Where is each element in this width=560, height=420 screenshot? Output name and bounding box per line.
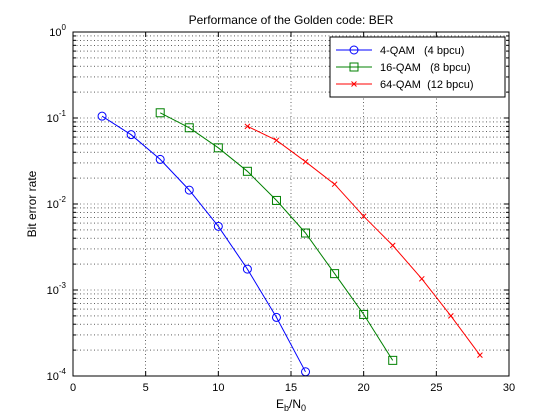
legend-entry: 4-QAM (4 bpcu) xyxy=(336,45,464,57)
axis-ticks: 0 5 10 15 20 25 30 10-4 10-3 10-2 10-1 100 xyxy=(47,23,516,394)
circle-marker xyxy=(242,264,252,274)
x-tick-label: 0 xyxy=(70,382,76,394)
legend: 4-QAM (4 bpcu) 16-QAM (8 bpcu) 64-QAM (12 … xyxy=(329,36,506,98)
series-1 xyxy=(97,111,311,377)
y-axis-title: Bit error rate xyxy=(25,170,39,237)
x-tick-label: 10 xyxy=(212,382,224,394)
x-tick-label: 5 xyxy=(143,382,149,394)
legend-label: 4-QAM (4 bpcu) xyxy=(380,45,464,57)
square-marker xyxy=(242,166,252,176)
series-2 xyxy=(155,108,398,365)
x-marker-stroke xyxy=(389,242,396,249)
y-tick-label: 100 xyxy=(49,23,66,39)
square-marker xyxy=(155,108,165,118)
x-marker xyxy=(477,352,483,358)
x-marker-stroke xyxy=(331,181,338,188)
x-tick-label: 20 xyxy=(358,382,370,394)
series-line xyxy=(101,115,306,373)
x-marker-stroke xyxy=(273,137,280,144)
x-marker xyxy=(389,242,396,249)
series-group xyxy=(97,108,483,377)
x-marker xyxy=(273,137,280,144)
series-3 xyxy=(244,123,483,358)
y-tick-label: 10-1 xyxy=(47,109,67,125)
circle-marker xyxy=(126,130,136,140)
x-tick-label: 25 xyxy=(430,382,442,394)
x-marker-stroke xyxy=(302,158,309,165)
x-marker xyxy=(244,123,251,130)
legend-label: 16-QAM (8 bpcu) xyxy=(380,62,470,74)
circle-marker xyxy=(184,185,194,195)
y-tick-label: 10-2 xyxy=(47,195,67,211)
square-marker xyxy=(388,355,398,365)
legend-entries: 4-QAM (4 bpcu) 16-QAM (8 bpcu) 64-QAM (12 … xyxy=(336,45,474,91)
square-marker xyxy=(349,62,359,72)
x-marker xyxy=(418,275,425,282)
legend-entry: 64-QAM (12 bpcu) xyxy=(336,79,474,91)
x-tick-label: 30 xyxy=(503,382,515,394)
x-marker xyxy=(331,181,338,188)
legend-entry: 16-QAM (8 bpcu) xyxy=(336,62,470,74)
x-marker xyxy=(351,81,357,87)
x-marker-stroke xyxy=(477,352,483,358)
square-marker xyxy=(301,228,311,238)
circle-marker xyxy=(97,111,107,121)
series-line xyxy=(159,112,394,361)
x-axis-title: Eb/N0 xyxy=(276,397,306,413)
x-marker xyxy=(448,313,454,319)
circle-marker xyxy=(155,154,165,164)
y-tick-label: 10-4 xyxy=(47,367,67,383)
square-marker xyxy=(184,123,194,133)
x-marker-stroke xyxy=(448,313,454,319)
square-marker xyxy=(271,195,281,205)
circle-marker xyxy=(271,312,281,322)
circle-marker xyxy=(213,221,223,231)
x-marker-stroke xyxy=(418,275,425,282)
x-marker-stroke xyxy=(351,81,357,87)
x-marker-stroke xyxy=(244,123,251,130)
chart-title: Performance of the Golden code: BER xyxy=(189,13,394,27)
y-tick-label: 10-3 xyxy=(47,281,67,297)
square-marker xyxy=(330,269,340,279)
circle-marker xyxy=(349,45,359,55)
x-marker xyxy=(360,213,367,220)
x-tick-label: 15 xyxy=(285,382,297,394)
square-marker xyxy=(359,309,369,319)
x-marker-stroke xyxy=(360,213,367,220)
x-marker xyxy=(302,158,309,165)
square-marker xyxy=(213,143,223,153)
legend-label: 64-QAM (12 bpcu) xyxy=(380,79,474,91)
